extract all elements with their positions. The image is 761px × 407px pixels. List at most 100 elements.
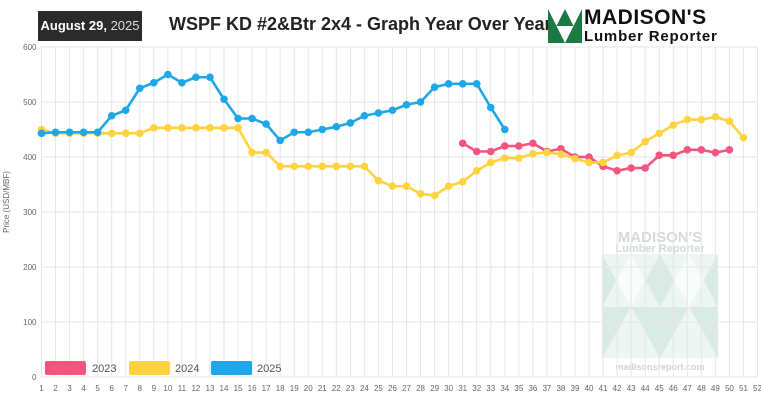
x-tick-label: 50 (725, 384, 734, 393)
data-point-2024 (543, 148, 551, 157)
data-point-2025 (486, 103, 495, 112)
data-point-2024 (529, 149, 537, 158)
data-point-2025 (248, 114, 256, 123)
x-tick-label: 1 (39, 384, 44, 393)
data-point-2025 (121, 106, 130, 115)
data-point-2023 (486, 147, 495, 156)
data-point-2025 (107, 111, 116, 120)
data-point-2024 (346, 162, 355, 171)
x-tick-label: 43 (627, 384, 636, 393)
data-point-2025 (150, 78, 158, 87)
x-tick-label: 33 (486, 384, 495, 393)
x-tick-label: 27 (402, 384, 411, 393)
y-tick-label: 600 (23, 43, 37, 52)
watermark-url: madisonsreport.com (615, 362, 704, 372)
x-tick-label: 39 (571, 384, 580, 393)
y-axis-title: Price (USD/MBF) (2, 171, 11, 233)
data-point-2024 (402, 182, 411, 190)
x-tick-label: 29 (430, 384, 439, 393)
x-tick-label: 17 (262, 384, 271, 393)
data-point-2024 (725, 117, 734, 126)
x-tick-label: 42 (613, 384, 622, 393)
y-tick-label: 300 (23, 208, 37, 217)
data-point-2024 (683, 115, 692, 124)
data-point-2024 (220, 124, 228, 132)
data-point-2024 (571, 154, 579, 163)
data-point-2024 (472, 166, 481, 175)
data-point-2024 (135, 129, 144, 138)
data-point-2025 (458, 80, 467, 88)
data-point-2023 (500, 142, 509, 150)
x-tick-label: 28 (416, 384, 425, 393)
data-point-2023 (472, 147, 481, 156)
data-point-2024 (627, 148, 635, 157)
x-tick-label: 24 (360, 384, 369, 393)
data-point-2024 (515, 154, 523, 162)
logo-subtitle: Lumber Reporter (584, 28, 718, 45)
legend-swatch-2024 (129, 361, 170, 375)
data-point-2024 (374, 176, 383, 185)
x-tick-label: 4 (81, 384, 86, 393)
data-point-2025 (290, 128, 299, 137)
data-point-2024 (599, 158, 607, 167)
data-point-2025 (51, 128, 60, 137)
x-tick-label: 5 (95, 384, 100, 393)
date-badge: August 29, 2025 (38, 11, 142, 41)
x-tick-label: 52 (753, 384, 761, 393)
data-point-2023 (697, 146, 706, 154)
data-point-2025 (304, 128, 313, 137)
data-point-2025 (444, 80, 453, 88)
data-point-2024 (388, 182, 397, 190)
data-point-2025 (37, 129, 46, 138)
data-point-2023 (613, 166, 621, 175)
x-tick-label: 32 (472, 384, 481, 393)
data-point-2025 (346, 119, 355, 127)
data-point-2025 (262, 120, 270, 128)
data-point-2025 (332, 122, 341, 131)
data-point-2025 (206, 73, 214, 82)
y-tick-label: 0 (32, 373, 37, 382)
x-tick-label: 10 (163, 384, 172, 393)
data-point-2025 (220, 95, 228, 104)
y-tick-label: 400 (23, 153, 37, 162)
data-point-2024 (711, 113, 720, 121)
x-tick-label: 22 (332, 384, 341, 393)
data-point-2024 (360, 162, 369, 171)
data-point-2023 (627, 164, 635, 172)
tree-logo-icon (548, 9, 582, 43)
legend-label-2024: 2024 (175, 363, 199, 375)
x-tick-label: 45 (655, 384, 664, 393)
data-point-2023 (458, 139, 467, 148)
data-point-2024 (178, 124, 186, 132)
x-tick-label: 31 (458, 384, 467, 393)
data-point-2023 (641, 164, 649, 172)
x-tick-label: 35 (514, 384, 523, 393)
data-point-2025 (276, 136, 284, 145)
x-tick-label: 34 (500, 384, 509, 393)
x-tick-label: 40 (585, 384, 594, 393)
data-point-2024 (697, 115, 706, 124)
data-point-2024 (500, 154, 509, 162)
data-point-2025 (430, 83, 439, 91)
data-point-2023 (669, 151, 678, 160)
x-tick-label: 8 (138, 384, 143, 393)
brand-logo: MADISON'S Lumber Reporter (548, 6, 754, 45)
data-point-2025 (402, 100, 411, 109)
data-point-2023 (711, 148, 720, 157)
data-point-2024 (164, 124, 172, 132)
data-point-2024 (206, 124, 214, 132)
x-tick-label: 14 (220, 384, 229, 393)
legend-swatch-2025 (211, 361, 252, 375)
x-tick-label: 46 (669, 384, 678, 393)
x-tick-label: 44 (641, 384, 650, 393)
data-point-2025 (234, 114, 242, 123)
data-point-2024 (416, 190, 425, 198)
data-point-2024 (248, 148, 256, 157)
data-point-2024 (192, 124, 200, 132)
x-tick-label: 26 (388, 384, 397, 393)
data-point-2023 (585, 153, 593, 161)
data-point-2024 (332, 162, 341, 171)
data-point-2025 (93, 128, 102, 137)
